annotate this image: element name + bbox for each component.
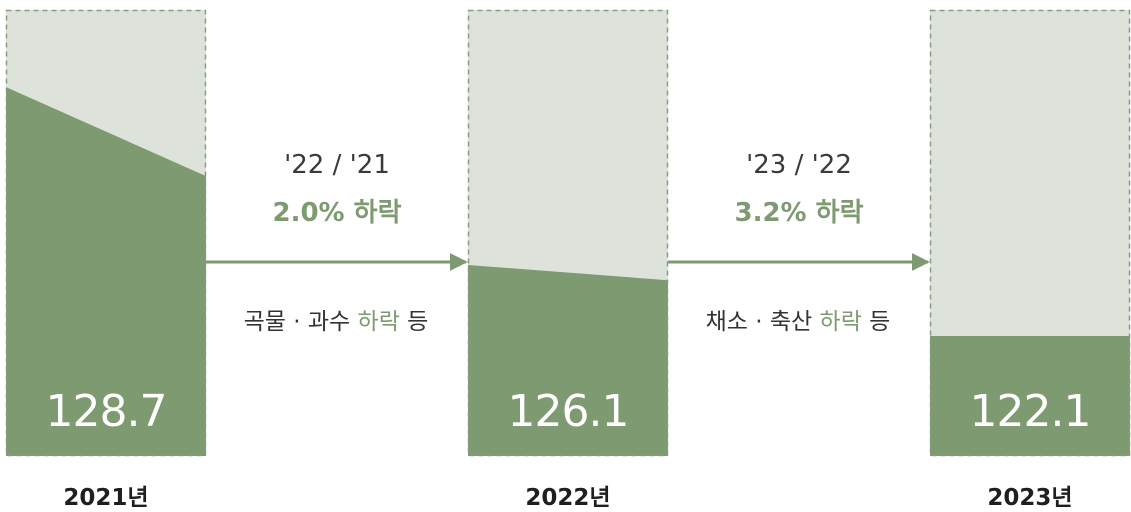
change-label-22-21: 2.0% 하락 [272,198,402,228]
bar-frame-border-2021년 [5,9,207,457]
bar-2021년 [6,87,206,456]
cause-label-23-22: 채소 · 축산 하락 등 [668,302,928,336]
cause-suffix: 등 [399,309,429,335]
ratio-label-23-22: '23 / '22 [746,150,852,180]
cause-prefix: 곡물 · 과수 [243,309,358,335]
value-label-2022: 126.1 [507,386,630,437]
cause-prefix: 채소 · 축산 [705,309,820,335]
cause-highlight: 하락 [357,309,400,335]
value-label-2023: 122.1 [969,386,1092,437]
cause-highlight: 하락 [819,309,862,335]
cause-suffix: 등 [861,309,891,335]
year-label-2022: 2022년 [525,485,611,511]
bar-2022년 [468,265,668,456]
year-label-2023: 2023년 [987,485,1073,511]
value-label-2021: 128.7 [45,386,168,437]
year-label-2021: 2021년 [63,485,149,511]
cause-label-22-21: 곡물 · 과수 하락 등 [206,302,466,336]
bar-2023년 [930,336,1130,456]
ratio-label-22-21: '22 / '21 [284,150,390,180]
bar-frame-border-2023년 [929,9,1131,457]
bar-frame-border-2022년 [467,9,669,457]
change-label-23-22: 3.2% 하락 [734,198,864,228]
